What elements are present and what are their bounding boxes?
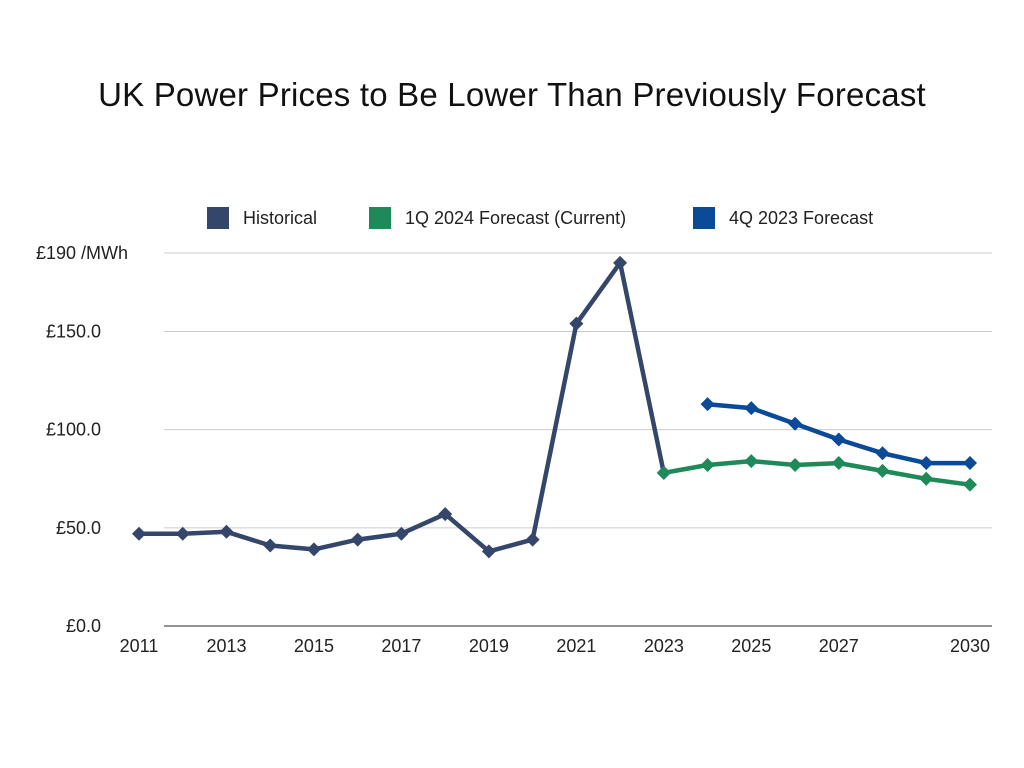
x-tick-label: 2011	[120, 636, 159, 656]
data-point-marker	[132, 526, 146, 541]
x-tick-label: 2027	[819, 636, 859, 656]
series-line	[661, 458, 973, 487]
data-point-marker	[788, 458, 803, 473]
data-point-marker	[263, 538, 278, 553]
x-tick-label: 2023	[644, 636, 684, 656]
series-line	[136, 260, 667, 554]
legend-swatch	[207, 207, 229, 229]
series-1	[132, 255, 671, 559]
data-point-marker	[700, 397, 715, 412]
data-point-marker	[525, 532, 540, 547]
data-point-marker	[394, 526, 409, 541]
data-point-marker	[306, 542, 321, 557]
data-point-marker	[438, 507, 453, 522]
data-point-marker	[788, 416, 803, 431]
legend-label: 1Q 2024 Forecast (Current)	[405, 208, 626, 228]
legend-label: 4Q 2023 Forecast	[729, 208, 873, 228]
x-tick-label: 2017	[381, 636, 421, 656]
data-point-marker	[963, 477, 977, 492]
data-point-marker	[831, 456, 846, 471]
legend-label: Historical	[243, 208, 317, 228]
data-point-marker	[744, 454, 759, 469]
x-tick-label: 2015	[294, 636, 334, 656]
y-tick-label: £100.0	[46, 420, 101, 440]
data-point-marker	[569, 316, 584, 331]
data-point-marker	[656, 465, 671, 480]
x-tick-label: 2019	[469, 636, 509, 656]
data-point-marker	[481, 544, 496, 559]
x-tick-label: 2013	[206, 636, 246, 656]
x-tick-label: 2025	[731, 636, 771, 656]
legend-swatch	[693, 207, 715, 229]
data-point-marker	[350, 532, 365, 547]
data-point-marker	[219, 524, 234, 539]
data-point-marker	[963, 456, 977, 471]
x-axis-labels: 2011 2013 2015 2017 2019 2021 2023 2025 2027 2030	[120, 636, 990, 656]
data-point-marker	[919, 456, 934, 471]
legend-item: Historical	[207, 207, 317, 229]
x-tick-label: 2030	[950, 636, 990, 656]
legend-item: 1Q 2024 Forecast (Current)	[369, 207, 626, 229]
y-tick-label-top: £190 /MWh	[36, 243, 128, 263]
series-layer	[132, 255, 977, 559]
legend-item: 4Q 2023 Forecast	[693, 207, 873, 229]
y-axis-labels: £190 /MWh £0.0 £50.0 £100.0 £150.0	[36, 243, 128, 636]
gridlines	[164, 252, 992, 627]
legend-swatch	[369, 207, 391, 229]
y-tick-label: £150.0	[46, 322, 101, 342]
data-point-marker	[175, 526, 190, 541]
data-point-marker	[919, 471, 934, 486]
data-point-marker	[700, 458, 715, 473]
data-point-marker	[875, 446, 890, 461]
series-2	[656, 454, 977, 492]
y-tick-label: £0.0	[66, 616, 101, 636]
data-point-marker	[875, 463, 890, 478]
data-point-marker	[831, 432, 846, 447]
data-point-marker	[744, 401, 759, 416]
data-point-marker	[613, 255, 628, 270]
legend: Historical 1Q 2024 Forecast (Current) 4Q 2…	[207, 207, 873, 229]
chart-title: UK Power Prices to Be Lower Than Previou…	[98, 76, 926, 113]
x-tick-label: 2021	[556, 636, 596, 656]
series-3	[700, 397, 977, 471]
y-tick-label: £50.0	[56, 518, 101, 538]
